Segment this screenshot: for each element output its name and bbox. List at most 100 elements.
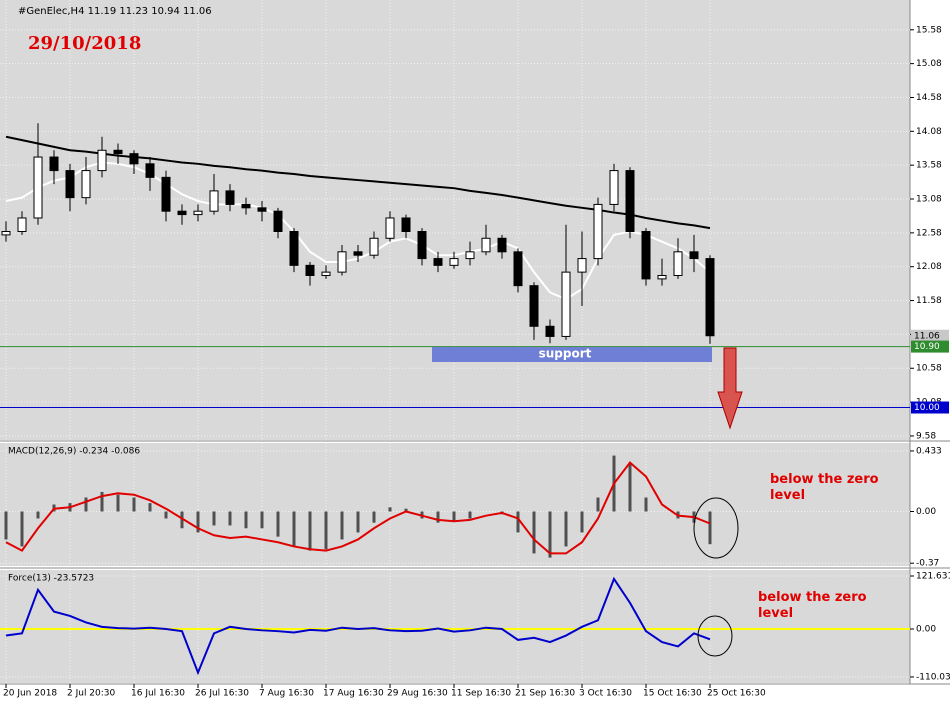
candle-body [417,231,427,260]
candle-body [337,251,347,273]
macd-bar [340,511,344,540]
y-tick-label: 14.08 [916,127,942,137]
y-tick-label: 13.08 [916,195,942,205]
candle-body [49,156,59,172]
x-tick-label: 15 Oct 16:30 [643,689,702,699]
macd-bar [260,511,264,529]
macd-bar [292,511,296,547]
macd-note: below the zero level [770,472,879,503]
candle-body [209,190,219,212]
y-tick-label: -0.37 [916,559,939,569]
candle-body [433,258,443,266]
macd-bar [404,508,408,512]
y-tick-label: 10.58 [916,364,942,374]
macd-bar [452,511,456,522]
price-tag-label: 11.06 [914,331,940,341]
date-label: 29/10/2018 [28,33,141,54]
candle-body [401,217,411,233]
macd-bar [580,511,584,533]
price-tag [911,401,949,414]
macd-bar [548,511,552,558]
candle-body [593,203,603,260]
macd-bar [564,511,568,547]
macd-bar [276,511,280,537]
price-panel [0,0,910,440]
force-line [5,576,711,676]
highlight-circle [693,497,739,559]
candle-body [305,264,315,277]
x-tick-label: 26 Jul 16:30 [195,689,249,699]
candle-body [513,251,523,287]
x-tick-label: 21 Sep 16:30 [515,689,575,699]
candle-body [641,231,651,280]
candle-body [1,231,11,236]
macd-bar [596,497,600,512]
macd-bar [164,511,168,519]
macd-bar [148,503,152,512]
x-tick-label: 16 Jul 16:30 [131,689,185,699]
candle-body [321,271,331,277]
y-tick-label: -110.039 [916,672,950,682]
candle-body [497,237,507,253]
macd-bar [100,491,104,512]
macd-bar [116,494,120,512]
support-box [432,347,712,362]
force-title: Force(13) -23.5723 [8,574,94,584]
candle-body [129,153,139,165]
x-tick-label: 7 Aug 16:30 [259,689,314,699]
y-tick-label: 9.58 [916,431,936,441]
candle-body [193,210,203,216]
force-note: below the zero level [758,590,867,621]
y-tick-label: 0.00 [916,507,936,517]
candle-body [273,210,283,233]
macd-bar [708,511,712,545]
macd-bar [468,511,472,519]
candle-body [545,325,555,337]
candle-body [177,210,187,216]
candle-body [449,258,459,266]
candle-body [17,217,27,233]
candle-body [145,163,155,178]
macd-bar [244,511,248,529]
candle-body [577,258,587,273]
candle-body [353,251,363,256]
candle-body [225,190,235,205]
macd-bar [132,497,136,512]
x-tick-label: 17 Aug 16:30 [323,689,384,699]
macd-panel [0,443,910,566]
macd-bar [4,511,8,540]
y-tick-label: 121.6319 [916,572,950,582]
x-tick-label: 25 Oct 16:30 [707,689,766,699]
candle-body [625,170,635,233]
candle-body [609,170,619,205]
candle-body [465,251,475,260]
chart-title: #GenElec,H4 11.19 11.23 10.94 11.06 [18,6,212,17]
candle-body [241,203,251,209]
candle-body [257,207,267,212]
candle-body [689,251,699,260]
y-tick-label: 12.58 [916,228,942,238]
candle-body [481,237,491,253]
candle-body [33,156,43,219]
macd-bar [436,511,440,523]
macd-bar [196,511,200,533]
y-tick-label: 15.58 [916,25,942,35]
macd-bar [372,511,376,523]
price-tag-label: 10.90 [914,342,940,352]
highlight-circle [697,615,733,657]
candle-body [385,217,395,239]
y-tick-label: 0.00 [916,625,936,635]
candle-body [113,149,123,155]
y-tick-label: 15.08 [916,59,942,69]
macd-bar [628,462,632,512]
candle-body [561,271,571,337]
candle-body [161,176,171,212]
macd-bar [228,511,232,526]
macd-bar [324,511,328,550]
x-tick-label: 11 Sep 16:30 [451,689,511,699]
macd-bar [36,511,40,519]
price-tag [911,329,949,342]
macd-bar [20,511,24,547]
support-label: support [539,347,592,361]
